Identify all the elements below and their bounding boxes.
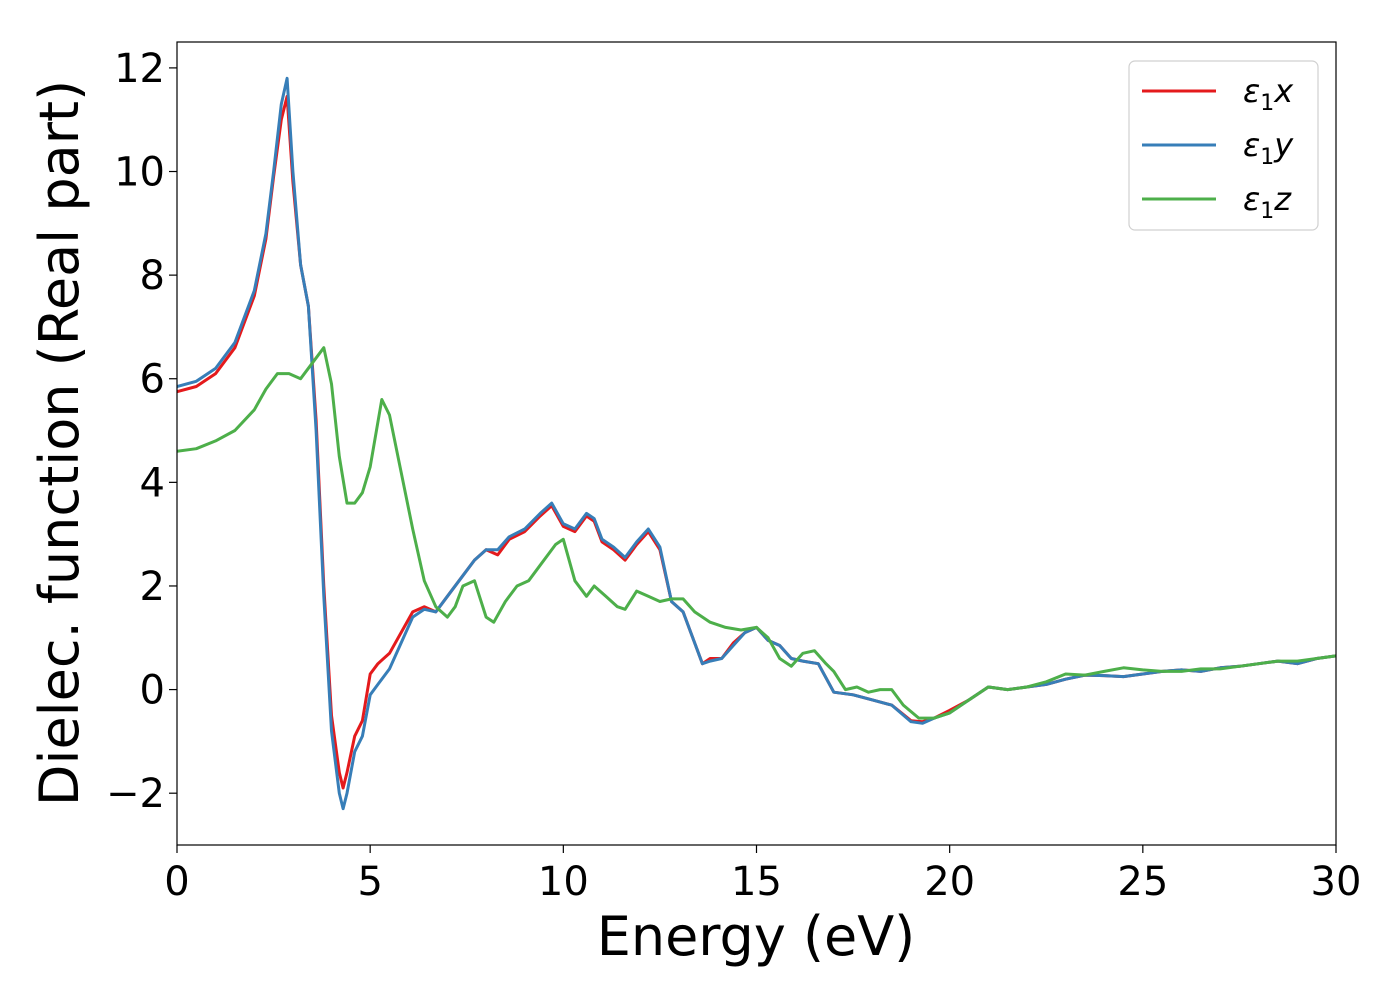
- y-tick-label: 4: [140, 460, 165, 506]
- legend-box: [1128, 60, 1319, 231]
- series-line-y: [177, 76, 1336, 811]
- x-axis-title: Energy (eV): [597, 905, 916, 968]
- legend-label-x: ε1x: [1243, 72, 1294, 116]
- x-tick-label: 5: [357, 859, 382, 905]
- x-tick-label: 15: [731, 859, 782, 905]
- y-tick-label: 6: [140, 357, 165, 403]
- y-axis-title: Dielec. function (Real part): [28, 80, 91, 806]
- x-tick-label: 25: [1117, 859, 1168, 905]
- y-tick-label: 12: [114, 46, 165, 92]
- y-tick-label: 0: [140, 668, 165, 714]
- x-tick-label: 0: [164, 859, 189, 905]
- legend-label-z: ε1z: [1243, 180, 1292, 224]
- legend-label-y: ε1y: [1243, 126, 1294, 170]
- y-tick-label: −2: [106, 771, 165, 817]
- x-tick-label: 30: [1311, 859, 1362, 905]
- series-line-z: [177, 346, 1336, 720]
- x-tick-label: 10: [538, 859, 589, 905]
- y-tick-label: 8: [140, 253, 165, 299]
- y-tick-label: 10: [114, 150, 165, 196]
- legend: ε1x ε1y ε1z: [1128, 60, 1319, 231]
- y-tick-label: 2: [140, 564, 165, 610]
- x-tick-label: 20: [924, 859, 975, 905]
